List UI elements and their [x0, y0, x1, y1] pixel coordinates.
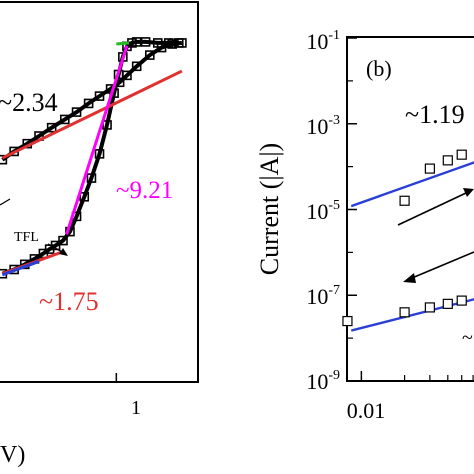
svg-text:10-9: 10-9: [306, 368, 340, 394]
panel-b-ytick-label: 10-1: [306, 28, 340, 54]
panel-a-tfl-arrow: [47, 243, 68, 256]
panel-b-frame: [346, 36, 474, 382]
panel-a-tfl-label: TFL: [14, 230, 39, 245]
panel-a-marker-upper: [60, 114, 70, 125]
panel-b-arrow-up-right: [397, 188, 474, 226]
panel-b-marker-lower: [399, 307, 410, 318]
panel-a-marker-upper: [122, 70, 132, 81]
panel-b-fit-line-lower: [350, 298, 474, 332]
panel-a-marker-lower: [58, 235, 68, 246]
panel-a-fit-line-lower-blue: [1, 260, 40, 277]
panel-b-axis-ticks: [347, 37, 474, 382]
panel-a-frame: [0, 1, 199, 383]
panel-b-slope-lower-label: ~: [462, 327, 473, 349]
panel-b-marker-upper: [442, 155, 453, 166]
panel-a-fit-line-steep: [65, 45, 129, 235]
panel-a-curve-lower: [1, 39, 179, 276]
svg-text:10-3: 10-3: [306, 113, 340, 139]
panel-a-plot-area: [0, 37, 187, 382]
panel-b-ytick-label: 10-9: [306, 368, 340, 394]
panel-b-xtick-label: 0.01: [347, 398, 386, 423]
panel-a: 1 V) ~2.34 ~9.21 ~1.75 TFL: [0, 1, 199, 468]
panel-b-ylabel: Current (|A|): [255, 143, 284, 275]
panel-a-marker-upper: [46, 122, 57, 133]
svg-text:10-1: 10-1: [306, 28, 340, 54]
panel-a-slope-upper-label: ~2.34: [0, 88, 58, 117]
panel-a-marker-upper: [145, 50, 155, 60]
panel-b-marker-upper: [456, 149, 467, 160]
panel-b: (b) 0.01 Current (|A|) 10-1 10-3 10-5 10…: [255, 28, 474, 423]
panel-a-marker-upper: [94, 91, 105, 101]
panel-a-marker-upper: [83, 98, 94, 109]
panel-b-ytick-label: 10-3: [306, 113, 340, 139]
panel-b-marker-lower: [342, 315, 353, 327]
panel-b-ytick-label: 10-7: [306, 283, 340, 309]
panel-a-fit-line-plateau: [116, 41, 130, 46]
panel-b-slope-upper-label: ~1.19: [405, 100, 465, 129]
panel-a-marker-upper: [0, 154, 8, 165]
panel-a-slope-steep-label: ~9.21: [116, 177, 173, 204]
panel-b-arrow-down-left: [403, 251, 474, 283]
panel-b-label: (b): [366, 56, 392, 81]
svg-text:10-5: 10-5: [306, 198, 340, 224]
panel-a-marker-upper: [71, 107, 82, 117]
svg-text:10-7: 10-7: [306, 283, 340, 309]
panel-a-fit-line-upper: [1, 69, 183, 160]
panel-a-xtick-label: 1: [131, 397, 141, 419]
panel-a-marker-upper: [131, 61, 142, 72]
panel-b-marker-upper: [399, 195, 410, 206]
panel-b-marker-upper: [424, 163, 435, 174]
panel-b-ytick-label: 10-5: [306, 198, 340, 224]
panel-b-marker-lower: [442, 298, 453, 309]
panel-b-fit-line-upper: [350, 161, 474, 208]
panel-a-curve-upper: [1, 40, 183, 162]
panel-a-slope-lower-label: ~1.75: [39, 287, 99, 316]
panel-b-marker-lower: [424, 302, 435, 313]
panel-b-marker-lower: [456, 295, 467, 306]
panel-b-plot-area: [342, 149, 474, 332]
panel-a-small-arrow: [0, 198, 11, 206]
panel-a-xlabel-fragment: V): [0, 442, 25, 468]
